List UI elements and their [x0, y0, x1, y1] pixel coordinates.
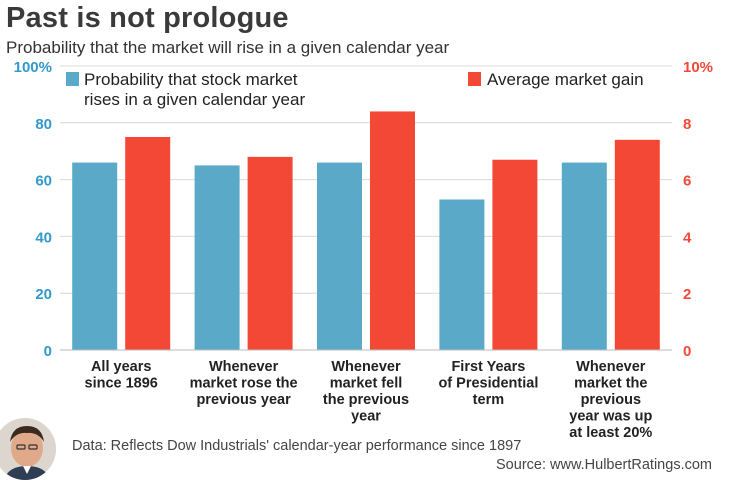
chart-subtitle: Probability that the market will rise in… — [6, 38, 450, 57]
category-label-3-0: First Years — [451, 359, 525, 375]
category-label-1-1: market rose the — [190, 376, 298, 392]
category-label-0-0: All years — [91, 359, 151, 375]
left-axis-tick-5: 100% — [14, 59, 52, 76]
legend-label-gain-0: Average market gain — [487, 70, 644, 89]
author-portrait-icon — [0, 418, 56, 480]
category-label-1-0: Whenever — [209, 359, 279, 375]
bar-probability-3 — [439, 199, 485, 350]
bar-gain-0 — [125, 137, 171, 350]
category-label-4-0: Whenever — [576, 359, 646, 375]
category-label-0-1: since 1896 — [85, 376, 158, 392]
source-credit: Source: www.HulbertRatings.com — [496, 457, 712, 473]
category-label-4-1: market the — [574, 376, 647, 392]
right-axis-tick-0: 0 — [683, 343, 691, 360]
category-label-2-0: Whenever — [331, 359, 401, 375]
left-axis-tick-1: 20 — [35, 286, 52, 303]
bar-gain-4 — [614, 139, 660, 350]
category-label-3-2: term — [473, 392, 504, 408]
category-label-4-4: at least 20% — [569, 425, 652, 440]
legend-label-probability-0: Probability that stock market — [84, 70, 298, 89]
left-axis-tick-4: 80 — [35, 116, 52, 133]
bar-gain-2 — [370, 111, 415, 350]
bar-probability-1 — [194, 165, 240, 350]
data-note: Data: Reflects Dow Industrials' calendar… — [72, 438, 522, 454]
legend-swatch-probability — [66, 72, 79, 86]
left-axis-tick-2: 40 — [35, 229, 52, 246]
right-axis-tick-5: 10% — [683, 59, 713, 76]
category-label-4-3: year was up — [569, 409, 652, 425]
chart-title: Past is not prologue — [6, 2, 289, 34]
category-label-2-3: year — [351, 409, 381, 425]
right-axis-tick-2: 4 — [683, 229, 692, 246]
left-axis-tick-3: 60 — [35, 173, 52, 190]
bar-probability-2 — [317, 162, 362, 350]
left-axis-tick-0: 0 — [44, 343, 52, 360]
legend-label-probability-1: rises in a given calendar year — [84, 90, 305, 109]
legend-swatch-gain — [468, 72, 481, 86]
right-axis-tick-1: 2 — [683, 286, 691, 303]
right-axis-tick-3: 6 — [683, 173, 691, 190]
category-label-2-1: market fell — [330, 376, 403, 392]
category-label-3-1: of Presidential — [438, 376, 538, 392]
bar-gain-3 — [492, 159, 538, 350]
right-axis-tick-4: 8 — [683, 116, 691, 133]
bar-gain-1 — [247, 156, 293, 350]
bar-probability-0 — [72, 162, 118, 350]
bar-probability-4 — [561, 162, 607, 350]
category-label-2-2: the previous — [323, 392, 409, 408]
category-label-1-2: previous year — [196, 392, 291, 408]
category-label-4-2: previous — [581, 392, 641, 408]
